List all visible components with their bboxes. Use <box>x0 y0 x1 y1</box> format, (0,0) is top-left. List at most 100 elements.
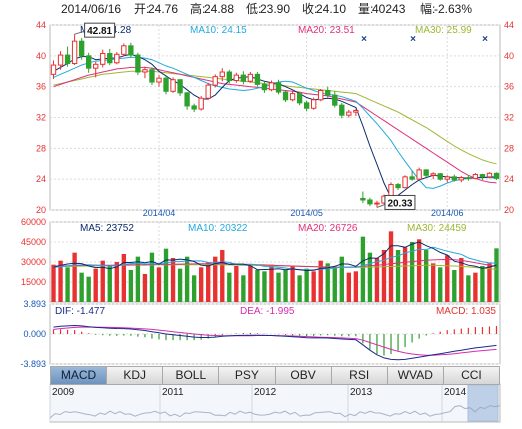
volume-bar <box>213 256 218 302</box>
volume-bar <box>452 270 457 302</box>
candle-body <box>409 176 415 180</box>
tab-kdj[interactable]: KDJ <box>107 366 164 385</box>
price-y-tick-right: 44 <box>504 20 514 30</box>
volume-ma10-legend: MA10: 20322 <box>188 223 248 234</box>
tab-boll[interactable]: BOLL <box>163 366 220 385</box>
tab-macd[interactable]: MACD <box>50 366 108 385</box>
macd-dif-line <box>53 324 497 361</box>
candle-body <box>121 45 127 55</box>
quote-open-value: 24.76 <box>148 2 178 16</box>
quote-change-label: 幅: <box>420 1 435 16</box>
candle-body <box>388 184 394 197</box>
volume-bar <box>346 272 352 302</box>
indicator-tabs: MACD KDJ BOLL PSY OBV RSI WVAD CCI <box>50 366 500 385</box>
volume-bar <box>353 271 359 302</box>
quote-header: 2014/06/16 <box>61 2 121 16</box>
volume-bar <box>149 252 155 302</box>
volume-bar <box>156 267 162 302</box>
volume-bar <box>311 271 316 302</box>
tab-cci[interactable]: CCI <box>443 366 500 385</box>
candle-body <box>64 54 71 65</box>
candle-body <box>353 110 359 113</box>
volume-bar <box>248 264 253 302</box>
price-y-tick-left: 36 <box>36 82 46 92</box>
volume-bar <box>86 276 91 302</box>
price-ma30-line <box>53 70 497 165</box>
candle-body <box>135 54 141 73</box>
volume-bar <box>374 258 380 302</box>
candle-body <box>472 174 479 179</box>
volume-bar <box>445 255 450 302</box>
volume-bar <box>135 256 141 302</box>
macd-y-tick: 3.893 <box>23 299 46 309</box>
candle-body <box>493 172 500 179</box>
candle-body <box>275 82 282 93</box>
candle-body <box>163 77 169 92</box>
candle-body <box>402 176 408 189</box>
candle-body <box>325 90 331 96</box>
candle-body <box>486 172 493 178</box>
overview-year-label: 2009 <box>52 387 75 398</box>
candle-body <box>395 184 401 189</box>
candle-body <box>170 79 176 92</box>
tab-psy[interactable]: PSY <box>219 366 276 385</box>
volume-bar <box>184 256 190 302</box>
volume-bar <box>423 250 429 302</box>
candle-body <box>93 63 99 69</box>
volume-bar <box>114 262 119 302</box>
macd-y-tick: 0.000 <box>23 329 46 339</box>
price-ma10-legend: MA10: 24.15 <box>190 25 247 36</box>
price-x-tick: 2014/04 <box>143 208 176 218</box>
volume-y-tick: 45000 <box>21 237 46 247</box>
volume-bar <box>360 236 366 302</box>
high-callout-value: 42.81 <box>87 26 112 37</box>
volume-bar <box>58 260 63 302</box>
volume-bar <box>395 250 401 302</box>
price-x-tick: 2014/06 <box>431 208 464 218</box>
overview-range-selector <box>467 384 499 422</box>
volume-bar <box>100 260 105 302</box>
candle-body <box>254 73 261 85</box>
candle-body <box>142 69 148 73</box>
volume-bar <box>93 268 98 302</box>
price-y-tick-left: 44 <box>36 20 46 30</box>
candle-body <box>233 74 240 81</box>
volume-bar <box>255 270 260 302</box>
tab-obv[interactable]: OBV <box>275 366 332 385</box>
candle-body <box>282 91 289 101</box>
candle-body <box>360 197 366 201</box>
volume-bar <box>276 272 281 302</box>
candle-body <box>57 54 64 66</box>
candle-body <box>114 53 120 64</box>
candle-body <box>149 69 155 83</box>
candle-body <box>85 55 92 69</box>
tab-rsi[interactable]: RSI <box>331 366 388 385</box>
candle-body <box>50 64 57 75</box>
candle-body <box>212 76 218 86</box>
quote-low-label: 低: <box>246 2 261 16</box>
candle-body <box>423 169 429 176</box>
candle-body <box>71 40 78 65</box>
candle-body <box>296 93 303 104</box>
volume-bar <box>332 267 337 302</box>
volume-bar <box>72 252 77 302</box>
volume-bar <box>79 272 84 302</box>
volume-bar <box>304 268 309 302</box>
price-y-tick-right: 32 <box>504 113 514 123</box>
quote-open-label: 开: <box>134 2 149 16</box>
price-y-tick-left: 32 <box>36 113 46 123</box>
candle-body <box>374 202 380 205</box>
candle-body <box>78 40 85 57</box>
price-y-tick-right: 24 <box>504 174 514 184</box>
price-x-tick: 2014/05 <box>290 208 323 218</box>
quote-change-value: -2.63% <box>434 2 472 16</box>
volume-bar <box>367 252 373 302</box>
low-callout-value: 20.33 <box>387 198 412 209</box>
overview-history-line <box>49 405 501 419</box>
candle-body <box>303 102 310 109</box>
price-y-tick-right: 20 <box>504 205 514 215</box>
candle-body <box>184 92 190 107</box>
tab-wvad[interactable]: WVAD <box>387 366 444 385</box>
volume-bar <box>339 256 344 302</box>
candle-body <box>268 82 275 91</box>
